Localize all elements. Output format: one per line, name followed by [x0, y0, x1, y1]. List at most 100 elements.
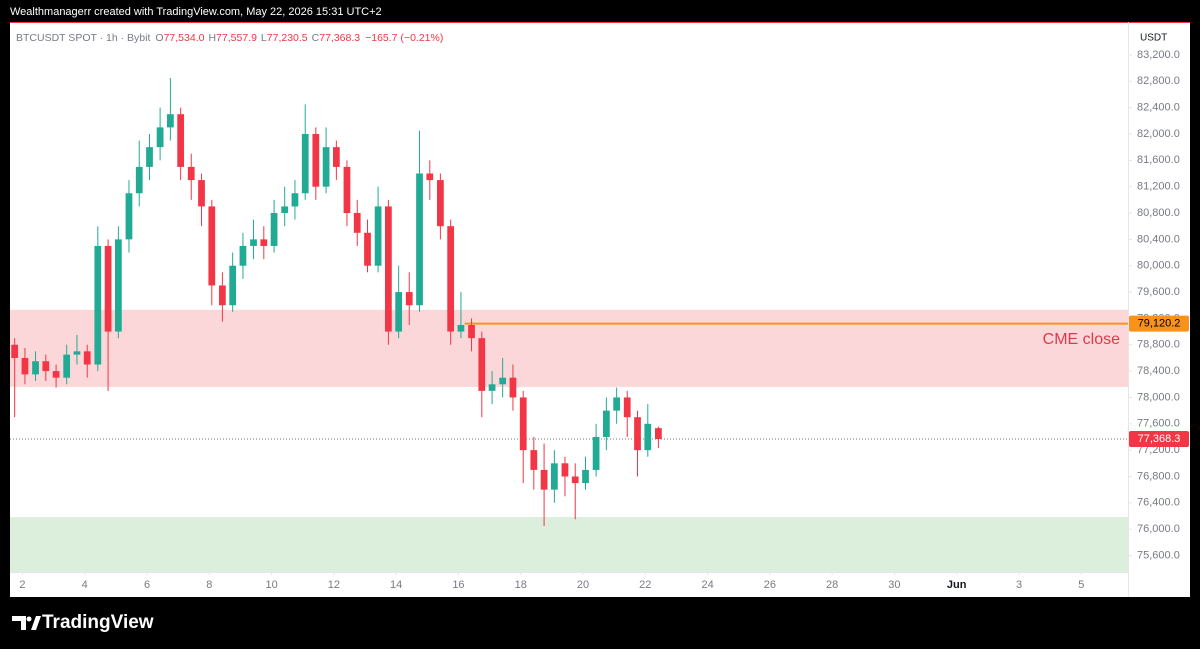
y-tick-label: 78,400.0: [1137, 365, 1180, 377]
y-tick-label: 83,200.0: [1137, 49, 1180, 61]
candle-body: [374, 206, 382, 266]
y-tick-label: 78,800.0: [1137, 339, 1180, 351]
candle-body: [198, 180, 205, 207]
candle-body: [260, 239, 268, 246]
candle-body: [229, 265, 237, 306]
legend: BTCUSDT SPOT · 1h · Bybit O77,534.0 H77,55…: [16, 32, 443, 44]
candle-body: [364, 232, 371, 266]
candle-body: [94, 245, 102, 365]
y-tick-label: 82,800.0: [1137, 75, 1180, 87]
logo-mark: [31, 616, 41, 630]
candle-body: [385, 206, 392, 332]
x-tick-label: 28: [826, 579, 838, 591]
x-tick-label: 30: [888, 579, 900, 591]
x-tick-label: 5: [1078, 579, 1084, 591]
candle-body: [571, 476, 579, 484]
brand: TradingView: [42, 612, 154, 633]
y-tick-label: 76,000.0: [1137, 523, 1180, 535]
candle-body: [239, 245, 247, 266]
x-tick-label: 4: [82, 579, 88, 591]
candle-body: [613, 397, 621, 411]
y-tick-label: 80,000.0: [1137, 260, 1180, 272]
cme-price-box: [1129, 315, 1189, 332]
y-tick-label: 76,400.0: [1137, 497, 1180, 509]
candle-body: [42, 361, 50, 372]
y-tick-label: 77,600.0: [1137, 418, 1180, 430]
legend-change: −165.7 (−0.21%): [365, 32, 443, 44]
candle-body: [416, 173, 423, 306]
candle-body: [644, 423, 652, 451]
candle-body: [115, 239, 122, 332]
y-tick-label: 81,200.0: [1137, 181, 1180, 193]
candle-body: [146, 147, 153, 167]
candle-body: [343, 166, 351, 214]
candle-body: [426, 173, 434, 181]
candle-body: [322, 147, 330, 187]
candle-body: [634, 417, 641, 451]
candle-body: [135, 166, 143, 194]
candle-body: [73, 351, 81, 355]
x-tick-label: Jun: [947, 579, 967, 591]
candle-body: [270, 213, 278, 246]
candle-body: [104, 245, 112, 332]
last-price-box: [1129, 431, 1189, 448]
legend-value: 77,230.5: [267, 32, 308, 44]
candle-body: [291, 193, 299, 207]
y-tick-label: 81,600.0: [1137, 154, 1180, 166]
header: Wealthmanagerr created with TradingView.…: [10, 6, 382, 18]
candle-body: [32, 361, 39, 375]
candle-body: [52, 371, 60, 378]
candle-body: [208, 206, 216, 286]
candle-body: [405, 292, 413, 306]
candle-body: [301, 133, 309, 194]
candle-body: [177, 114, 185, 167]
currency: USDT: [1140, 33, 1167, 44]
candle-body: [281, 206, 289, 214]
candle-body: [395, 292, 403, 332]
cme-label: CME close: [1043, 331, 1120, 348]
legend-value: 77,368.3: [319, 32, 360, 44]
candle-body: [187, 166, 195, 181]
x-tick-label: 2: [19, 579, 25, 591]
candle-body: [447, 226, 455, 332]
x-tick-label: 22: [639, 579, 651, 591]
chart-panel: [10, 22, 1190, 597]
x-tick-label: 18: [515, 579, 527, 591]
x-tick-label: 16: [452, 579, 464, 591]
y-tick-label: 82,000.0: [1137, 128, 1180, 140]
x-tick-label: 8: [206, 579, 212, 591]
x-tick-label: 26: [764, 579, 776, 591]
plot: CME close: [10, 77, 1128, 572]
candle-body: [499, 377, 507, 385]
candle-body: [530, 450, 538, 470]
candle-body: [488, 384, 496, 391]
candle-body: [250, 239, 257, 246]
candle-body: [592, 436, 600, 470]
candle-body: [312, 133, 320, 187]
x-tick-label: 24: [701, 579, 713, 591]
cme-price-text: 79,120.2: [1138, 318, 1181, 330]
last-price-text: 77,368.3: [1138, 433, 1181, 445]
candle-body: [21, 357, 29, 375]
y-tick-label: 80,800.0: [1137, 207, 1180, 219]
candle-body: [11, 344, 19, 358]
x-tick-label: 20: [577, 579, 589, 591]
x-tick-label: 10: [265, 579, 277, 591]
candle-body: [332, 147, 340, 167]
legend-key: O: [155, 32, 163, 44]
legend-key: C: [312, 32, 320, 44]
candle-body: [561, 463, 569, 477]
zone: [10, 309, 1128, 387]
candle-body: [509, 377, 517, 398]
y-tick-label: 80,400.0: [1137, 233, 1180, 245]
candle-body: [83, 351, 91, 365]
x-tick-label: 3: [1016, 579, 1022, 591]
candle-body: [63, 354, 71, 378]
y-tick-label: 78,000.0: [1137, 391, 1180, 403]
candle-body: [468, 324, 475, 339]
legend-value: 77,534.0: [164, 32, 205, 44]
y-tick-label: 76,800.0: [1137, 470, 1180, 482]
candle-body: [167, 114, 174, 128]
